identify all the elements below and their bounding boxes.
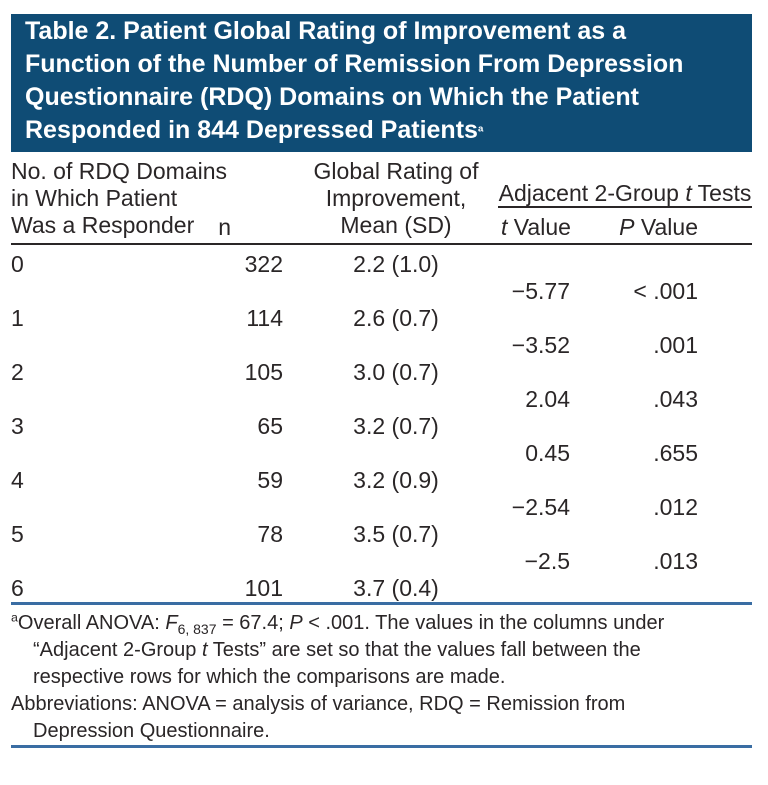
- data-row: 5 78 3.5 (0.7): [11, 521, 752, 548]
- table-title-footnote-marker: a: [477, 123, 484, 135]
- cell-n: 59: [257, 467, 283, 493]
- footnotes: aOverall ANOVA: F6, 837 = 67.4; P < .001…: [11, 605, 752, 745]
- cell-mean-sd: 3.2 (0.7): [353, 413, 439, 439]
- footnote-abbreviations: Abbreviations: ANOVA = analysis of varia…: [11, 691, 752, 745]
- cell-n: 78: [257, 521, 283, 547]
- cell-n: 114: [246, 305, 283, 331]
- cell-domains: 1: [11, 305, 24, 331]
- data-row: 3 65 3.2 (0.7): [11, 413, 752, 440]
- table-header: No. of RDQ Domains in Which Patient Was …: [11, 156, 752, 245]
- cell-p-value: .013: [653, 548, 698, 574]
- column-header-global-rating: Global Rating of Improvement, Mean (SD): [313, 158, 479, 238]
- ttest-row: 2.04 .043: [11, 386, 752, 413]
- data-row: 1 114 2.6 (0.7): [11, 305, 752, 332]
- cell-domains: 0: [11, 251, 24, 277]
- cell-p-value: .012: [653, 494, 698, 520]
- table-title-block: Table 2. Patient Global Rating of Improv…: [11, 14, 752, 152]
- cell-t-value: 2.04: [525, 386, 570, 412]
- t-value-italic: t: [501, 214, 508, 240]
- cell-n: 101: [244, 575, 283, 601]
- column-header-p-value: P Value: [619, 214, 698, 241]
- abbreviations-text: Abbreviations: ANOVA = analysis of varia…: [11, 693, 626, 715]
- ttest-row: −2.54 .012: [11, 494, 752, 521]
- footnote-f-statistic: F: [165, 612, 178, 634]
- cell-domains: 2: [11, 359, 24, 385]
- table-figure: Table 2. Patient Global Rating of Improv…: [11, 14, 752, 748]
- cell-mean-sd: 2.2 (1.0): [353, 251, 439, 277]
- cell-t-value: −5.77: [511, 278, 570, 304]
- cell-t-value: −2.54: [511, 494, 570, 520]
- cell-n: 322: [244, 251, 283, 277]
- data-row: 4 59 3.2 (0.9): [11, 467, 752, 494]
- cell-mean-sd: 3.5 (0.7): [353, 521, 439, 547]
- table-body: 0 322 2.2 (1.0) −5.77 < .001 1 114 2.6 (0.7) −3.…: [11, 245, 752, 602]
- spanner-text: Adjacent 2-Group: [498, 180, 686, 206]
- footnote-a-text-4: “Adjacent 2-Group: [33, 639, 202, 661]
- cell-n: 65: [257, 413, 283, 439]
- figure-bottom-rule: [11, 745, 752, 748]
- cell-mean-sd: 3.2 (0.9): [353, 467, 439, 493]
- cell-t-value: −2.5: [524, 548, 570, 574]
- p-value-italic: P: [619, 214, 635, 240]
- footnote-p-italic: P: [289, 612, 303, 634]
- cell-domains: 5: [11, 521, 24, 547]
- cell-p-value: .655: [653, 440, 698, 466]
- cell-p-value: < .001: [633, 278, 698, 304]
- table-title: Table 2. Patient Global Rating of Improv…: [25, 17, 684, 144]
- ttest-row: 0.45 .655: [11, 440, 752, 467]
- ttest-row: −3.52 .001: [11, 332, 752, 359]
- cell-mean-sd: 3.0 (0.7): [353, 359, 439, 385]
- cell-domains: 6: [11, 575, 24, 601]
- spanner-italic-t: t: [685, 180, 692, 206]
- footnote-a-text-5: Tests” are set so that the values fall b…: [207, 639, 641, 661]
- column-header-t-value: t Value: [501, 214, 571, 241]
- data-row: 0 322 2.2 (1.0): [11, 251, 752, 278]
- footnote-a-text: Overall ANOVA:: [17, 612, 166, 634]
- cell-p-value: .001: [653, 332, 698, 358]
- footnote-a-text-3: < .001. The values in the columns under: [302, 612, 665, 634]
- ttest-row: −5.77 < .001: [11, 278, 752, 305]
- cell-domains: 4: [11, 467, 24, 493]
- footnote-f-subscript: 6, 837: [177, 621, 217, 637]
- abbreviations-text-2: Depression Questionnaire.: [33, 720, 270, 742]
- footnote-a-marker: a: [11, 610, 18, 625]
- footnote-a-text-2: = 67.4;: [216, 612, 290, 634]
- footnote-a: aOverall ANOVA: F6, 837 = 67.4; P < .001…: [11, 610, 752, 691]
- cell-p-value: .043: [653, 386, 698, 412]
- cell-mean-sd: 3.7 (0.4): [353, 575, 439, 601]
- data-row: 6 101 3.7 (0.4): [11, 575, 752, 602]
- footnote-a-text-6: respective rows for which the comparison…: [33, 666, 506, 688]
- ttest-row: −2.5 .013: [11, 548, 752, 575]
- cell-t-value: 0.45: [525, 440, 570, 466]
- spanner-text-post: Tests: [691, 180, 752, 206]
- column-spanner-adjacent-t-tests: Adjacent 2-Group t Tests: [498, 180, 752, 208]
- table-bottom-rule: [11, 602, 752, 605]
- cell-t-value: −3.52: [511, 332, 570, 358]
- cell-mean-sd: 2.6 (0.7): [353, 305, 439, 331]
- column-header-n: n: [218, 214, 231, 240]
- column-header-rdq-domains: No. of RDQ Domains in Which Patient Was …: [11, 158, 228, 238]
- cell-domains: 3: [11, 413, 24, 439]
- p-value-rest: Value: [634, 214, 698, 240]
- t-value-rest: Value: [507, 214, 571, 240]
- data-row: 2 105 3.0 (0.7): [11, 359, 752, 386]
- cell-n: 105: [244, 359, 283, 385]
- footnote-t-italic: t: [201, 639, 208, 661]
